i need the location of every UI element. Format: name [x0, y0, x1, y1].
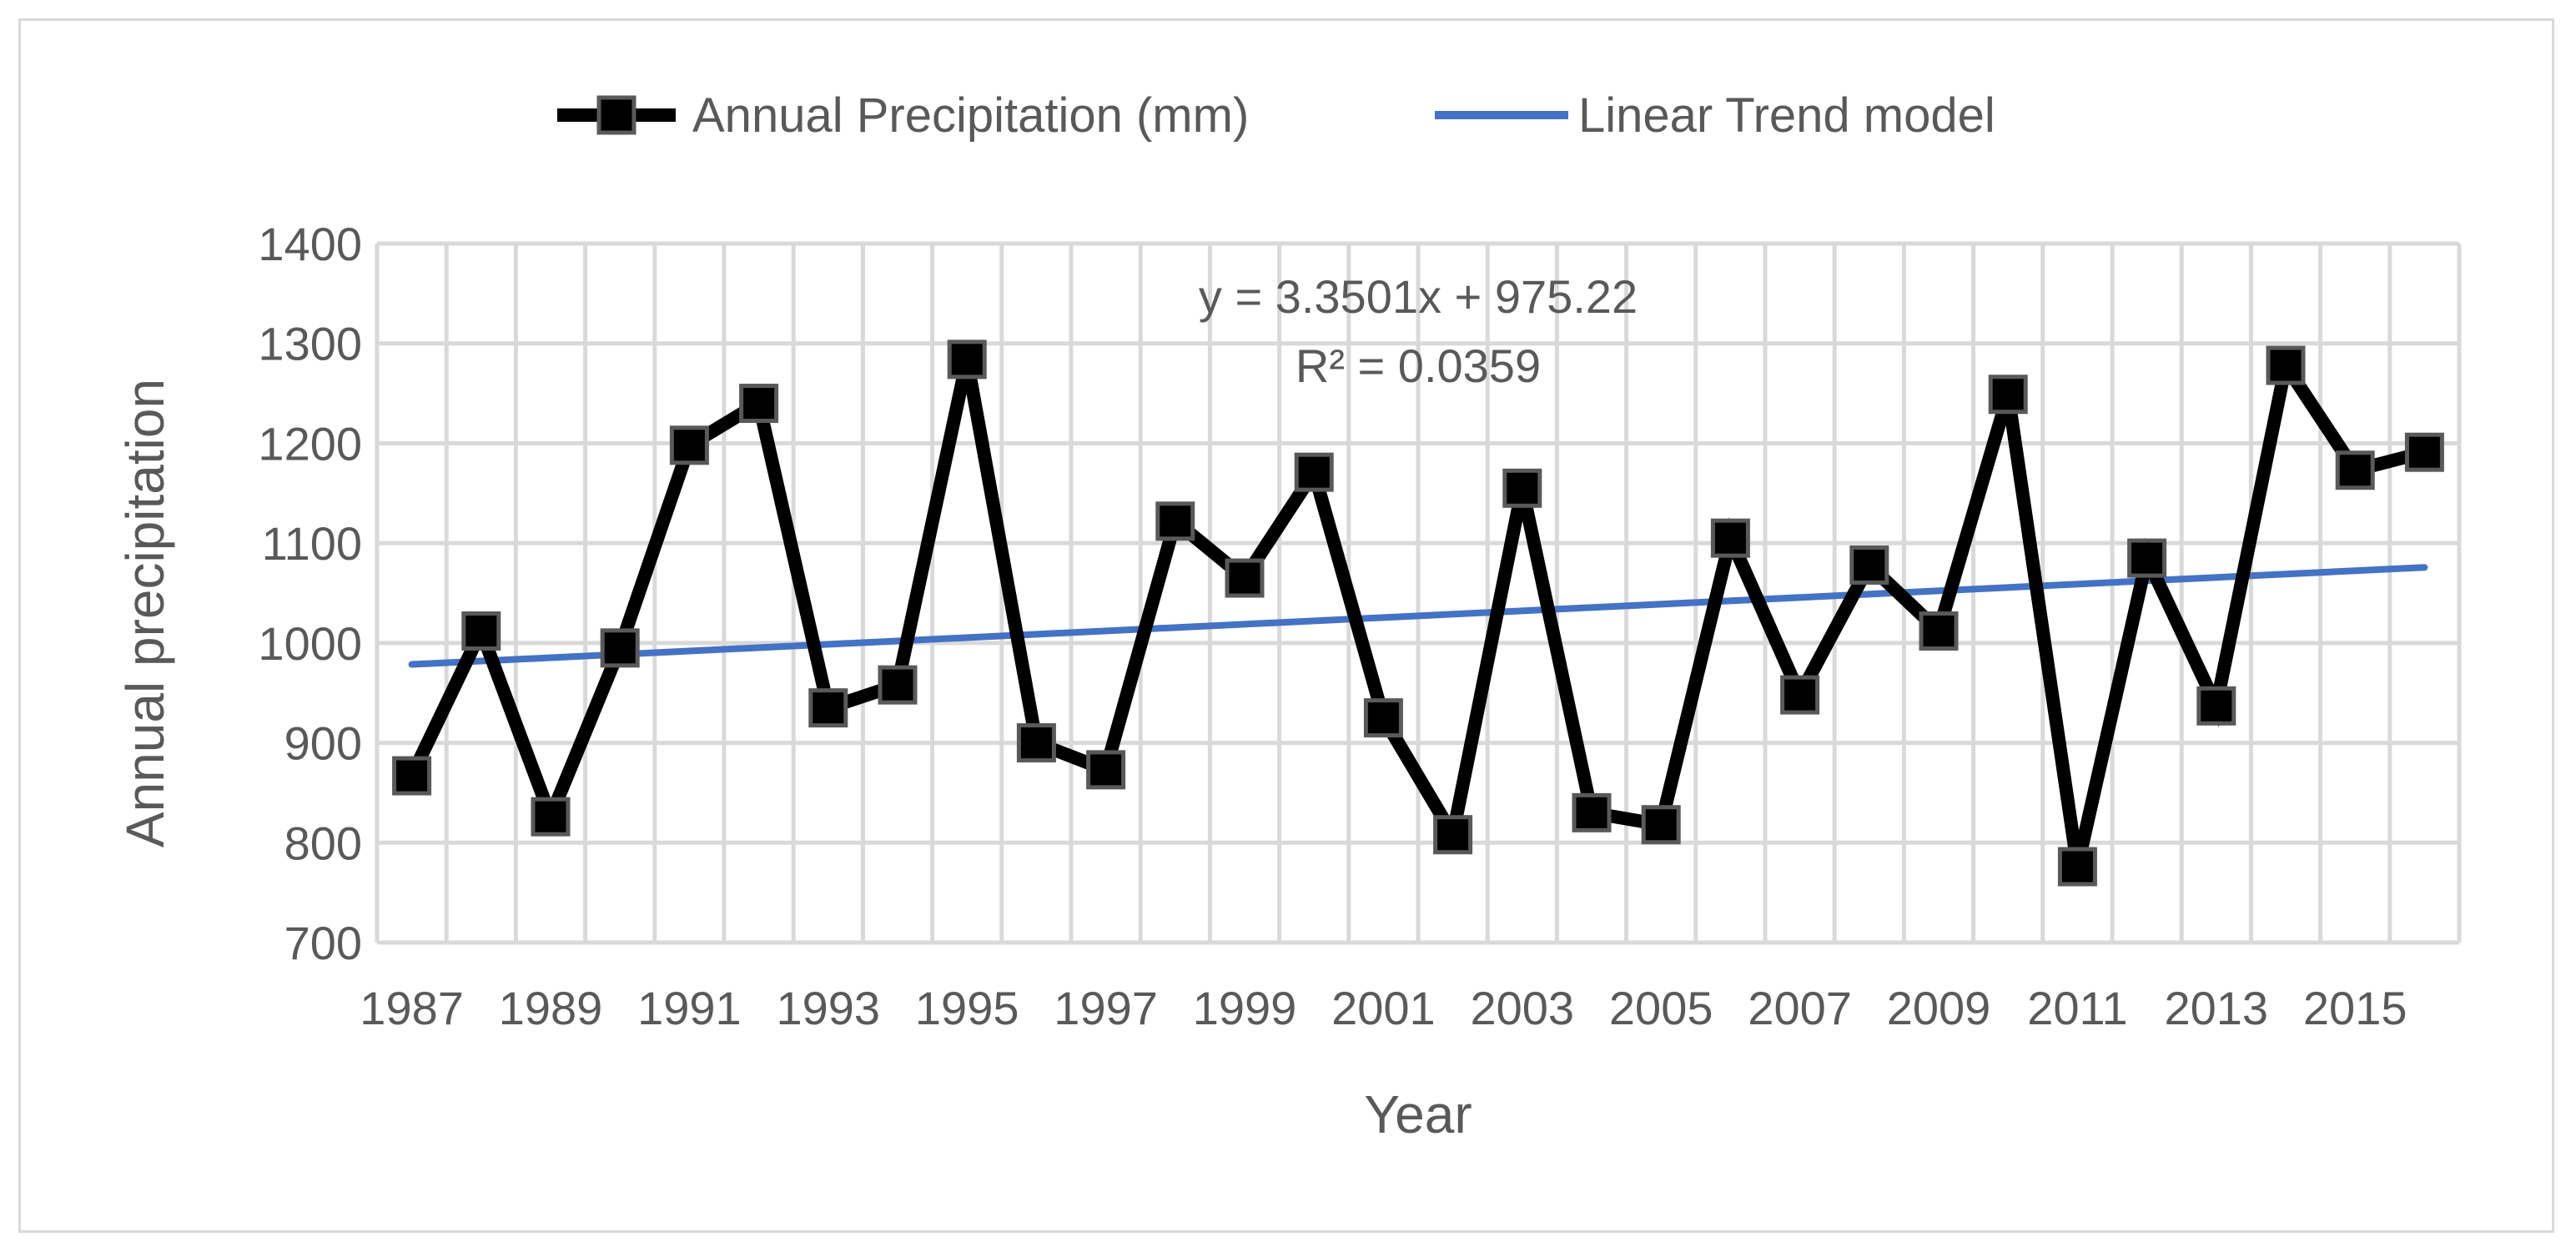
- x-tick-label-1995: 1995: [915, 982, 1019, 1034]
- y-tick-label-1200: 1200: [258, 417, 362, 470]
- y-tick-label-800: 800: [284, 817, 362, 869]
- y-tick-label-1100: 1100: [262, 517, 362, 570]
- data-point-1990: [600, 628, 640, 668]
- legend-trend-label: Linear Trend model: [1578, 88, 1995, 143]
- trend-series: [408, 564, 2428, 668]
- x-tick-label-2001: 2001: [1331, 982, 1436, 1034]
- x-axis-title: Year: [1364, 1084, 1472, 1144]
- data-point-1998: [1155, 501, 1195, 541]
- data-point-1996: [1016, 723, 1056, 763]
- data-point-2009: [1919, 611, 1959, 651]
- data-point-1988: [461, 611, 501, 651]
- legend: Annual Precipitation (mm) Linear Trend m…: [557, 88, 1995, 143]
- y-axis-title: Annual precipitation: [115, 379, 175, 847]
- axes: 700 800 900 1000 1100 1200 1300 1400 1987 1989 199…: [258, 218, 2407, 1034]
- data-point-2012: [2127, 538, 2167, 578]
- legend-precipitation-swatch-marker: [596, 95, 636, 135]
- x-tick-label-1991: 1991: [637, 982, 742, 1034]
- x-tick-label-1999: 1999: [1193, 982, 1297, 1034]
- data-point-2005: [1641, 805, 1681, 845]
- data-point-1987: [392, 756, 432, 796]
- x-tick-label-1997: 1997: [1054, 982, 1158, 1034]
- data-point-2016: [2404, 432, 2444, 472]
- data-point-2014: [2266, 345, 2306, 385]
- data-point-1989: [531, 797, 571, 837]
- data-point-2001: [1363, 698, 1403, 738]
- x-tick-label-2003: 2003: [1471, 982, 1575, 1034]
- y-tick-label-1400: 1400: [258, 218, 362, 270]
- grid: [375, 241, 2462, 945]
- x-tick-label-1987: 1987: [360, 982, 464, 1034]
- x-tick-label-2011: 2011: [2027, 982, 2127, 1034]
- precipitation-series: [392, 339, 2444, 887]
- data-point-2000: [1294, 452, 1334, 492]
- data-point-2002: [1433, 815, 1473, 855]
- x-tick-label-1993: 1993: [777, 982, 881, 1034]
- data-point-1997: [1086, 750, 1126, 790]
- trend-line: [408, 564, 2428, 668]
- data-point-1999: [1225, 558, 1265, 598]
- x-tick-label-2007: 2007: [1748, 982, 1852, 1034]
- y-tick-label-1300: 1300: [258, 318, 362, 370]
- data-point-1991: [669, 425, 709, 465]
- data-point-1994: [878, 665, 918, 705]
- data-point-1992: [739, 384, 779, 424]
- x-tick-label-1989: 1989: [499, 982, 603, 1034]
- trend-equation: y = 3.3501x + 975.22: [1199, 270, 1638, 323]
- x-tick-label-2009: 2009: [1887, 982, 1991, 1034]
- legend-precipitation-label: Annual Precipitation (mm): [692, 88, 1249, 143]
- data-point-2007: [1780, 675, 1820, 715]
- data-point-1995: [947, 339, 987, 380]
- data-point-2008: [1849, 545, 1889, 585]
- y-tick-label-900: 900: [284, 717, 362, 770]
- data-point-2003: [1502, 468, 1542, 508]
- x-tick-label-2013: 2013: [2165, 982, 2269, 1034]
- data-point-1993: [808, 688, 848, 728]
- x-tick-label-2015: 2015: [2303, 982, 2407, 1034]
- data-point-2010: [1988, 375, 2028, 415]
- data-point-2015: [2335, 450, 2375, 490]
- trend-annotation: y = 3.3501x + 975.22 R² = 0.0359: [1199, 270, 1638, 392]
- x-tick-label-2005: 2005: [1609, 982, 1713, 1034]
- trend-r-squared: R² = 0.0359: [1296, 339, 1541, 392]
- data-point-2013: [2196, 686, 2236, 726]
- data-point-2011: [2057, 847, 2097, 887]
- data-point-2006: [1710, 518, 1750, 558]
- y-tick-label-700: 700: [284, 917, 362, 969]
- y-tick-label-1000: 1000: [258, 617, 362, 670]
- data-point-2004: [1572, 792, 1612, 832]
